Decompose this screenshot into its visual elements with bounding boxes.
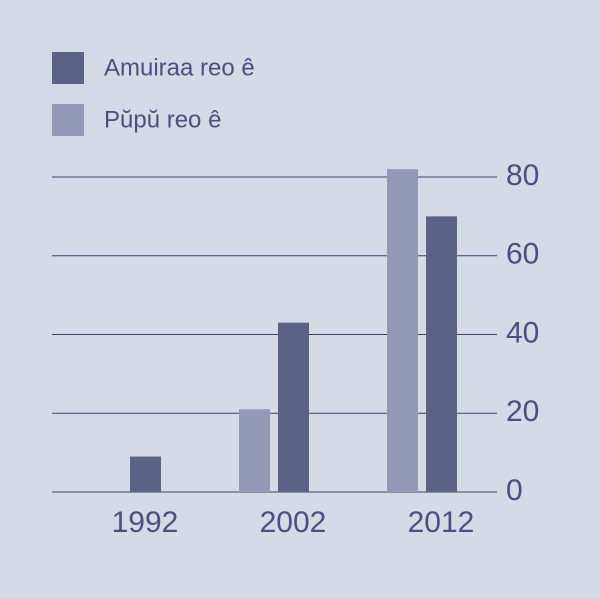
legend-label: Pŭpŭ reo ê [104, 106, 221, 133]
x-tick-label: 1992 [112, 506, 179, 539]
bar [387, 169, 418, 492]
x-tick-label: 2012 [408, 506, 475, 539]
y-tick-label: 40 [506, 316, 539, 349]
legend-swatch [52, 104, 84, 136]
bar [130, 456, 161, 492]
x-tick-label: 2002 [260, 506, 327, 539]
bar [278, 322, 309, 492]
legend-label: Amuiraa reo ê [104, 54, 255, 81]
legend-swatch [52, 52, 84, 84]
y-tick-label: 20 [506, 395, 539, 428]
y-tick-label: 0 [506, 474, 523, 507]
bar [426, 216, 457, 492]
y-tick-label: 80 [506, 159, 539, 192]
bar [239, 409, 270, 492]
y-tick-label: 60 [506, 238, 539, 271]
